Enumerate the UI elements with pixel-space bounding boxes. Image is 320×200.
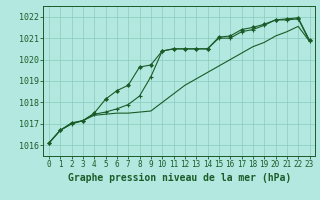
X-axis label: Graphe pression niveau de la mer (hPa): Graphe pression niveau de la mer (hPa) xyxy=(68,173,291,183)
